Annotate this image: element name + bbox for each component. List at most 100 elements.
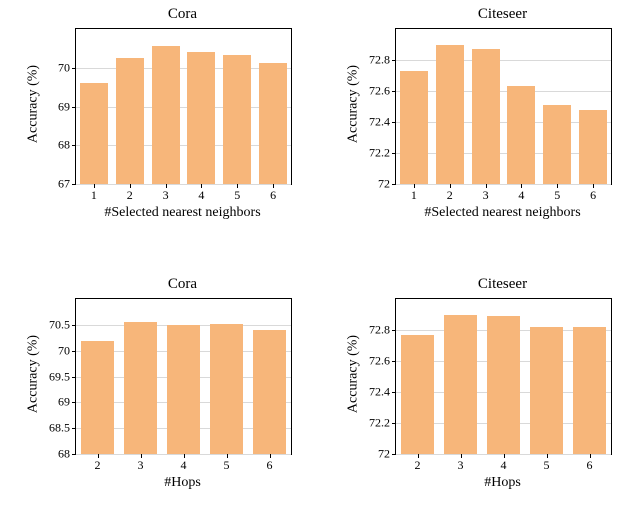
panel-citeseer-nn: 7272.272.472.672.8123456CiteseerAccuracy…	[395, 28, 610, 183]
ytick-label: 68.5	[49, 421, 70, 436]
xtick-label: 4	[198, 188, 204, 203]
ytick-mark	[392, 184, 396, 185]
y-axis-label: Accuracy (%)	[25, 26, 41, 181]
ytick-mark	[72, 377, 76, 378]
xtick-label: 3	[458, 458, 464, 473]
ytick-label: 69.5	[49, 369, 70, 384]
ytick-mark	[72, 184, 76, 185]
ytick-mark	[72, 68, 76, 69]
gridline	[396, 91, 611, 92]
panel-title: Citeseer	[395, 276, 610, 293]
xtick-label: 4	[518, 188, 524, 203]
xtick-label: 3	[138, 458, 144, 473]
panel-cora-hops: 6868.56969.57070.523456CoraAccuracy (%)#…	[75, 298, 290, 453]
xtick-label: 6	[267, 458, 273, 473]
ytick-label: 70	[58, 60, 70, 75]
ytick-mark	[72, 325, 76, 326]
xtick-label: 6	[270, 188, 276, 203]
ytick-label: 67	[58, 177, 70, 192]
panel-title: Citeseer	[395, 6, 610, 23]
ytick-label: 72.6	[369, 84, 390, 99]
bar	[167, 325, 201, 454]
x-axis-label: #Selected nearest neighbors	[75, 205, 290, 221]
ytick-mark	[72, 402, 76, 403]
bar	[400, 71, 428, 184]
ytick-label: 72.8	[369, 53, 390, 68]
bar	[259, 63, 287, 184]
xtick-label: 2	[447, 188, 453, 203]
bar	[152, 46, 180, 184]
ytick-mark	[72, 107, 76, 108]
bar	[444, 315, 478, 455]
ytick-label: 72.4	[369, 385, 390, 400]
xtick-label: 2	[95, 458, 101, 473]
xtick-label: 3	[163, 188, 169, 203]
xtick-label: 2	[127, 188, 133, 203]
xtick-label: 6	[587, 458, 593, 473]
figure-root: 67686970123456CoraAccuracy (%)#Selected …	[0, 0, 640, 512]
bar	[487, 316, 521, 454]
bar	[187, 52, 215, 184]
ytick-label: 68	[58, 138, 70, 153]
ytick-mark	[72, 145, 76, 146]
ytick-label: 69	[58, 395, 70, 410]
plot-area: 7272.272.472.672.8123456	[395, 28, 612, 185]
plot-area: 67686970123456	[75, 28, 292, 185]
panel-citeseer-hops: 7272.272.472.672.823456CiteseerAccuracy …	[395, 298, 610, 453]
gridline	[396, 60, 611, 61]
bar	[472, 49, 500, 184]
plot-area: 6868.56969.57070.523456	[75, 298, 292, 455]
y-axis-label: Accuracy (%)	[25, 296, 41, 451]
ytick-mark	[392, 392, 396, 393]
bar	[124, 322, 158, 454]
bar	[507, 86, 535, 184]
xtick-label: 1	[411, 188, 417, 203]
ytick-label: 68	[58, 447, 70, 462]
xtick-label: 5	[234, 188, 240, 203]
y-axis-label: Accuracy (%)	[345, 26, 361, 181]
bar	[543, 105, 571, 184]
bar	[253, 330, 287, 454]
panel-title: Cora	[75, 6, 290, 23]
ytick-mark	[392, 454, 396, 455]
ytick-mark	[72, 428, 76, 429]
xtick-label: 5	[554, 188, 560, 203]
ytick-mark	[72, 351, 76, 352]
ytick-label: 72	[378, 177, 390, 192]
gridline	[396, 184, 611, 185]
ytick-label: 72.6	[369, 354, 390, 369]
xtick-label: 2	[415, 458, 421, 473]
ytick-mark	[72, 454, 76, 455]
ytick-mark	[392, 60, 396, 61]
x-axis-label: #Hops	[75, 475, 290, 491]
xtick-label: 5	[224, 458, 230, 473]
bar	[81, 341, 115, 454]
plot-area: 7272.272.472.672.823456	[395, 298, 612, 455]
ytick-mark	[392, 423, 396, 424]
ytick-label: 72	[378, 447, 390, 462]
bar	[579, 110, 607, 184]
ytick-label: 72.4	[369, 115, 390, 130]
xtick-label: 4	[501, 458, 507, 473]
x-axis-label: #Hops	[395, 475, 610, 491]
ytick-label: 72.8	[369, 323, 390, 338]
xtick-label: 6	[590, 188, 596, 203]
ytick-label: 72.2	[369, 416, 390, 431]
ytick-label: 72.2	[369, 146, 390, 161]
ytick-mark	[392, 330, 396, 331]
x-axis-label: #Selected nearest neighbors	[395, 205, 610, 221]
y-axis-label: Accuracy (%)	[345, 296, 361, 451]
bar	[436, 45, 464, 185]
ytick-label: 70.5	[49, 317, 70, 332]
xtick-label: 4	[181, 458, 187, 473]
bar	[530, 327, 564, 454]
ytick-mark	[392, 91, 396, 92]
bar	[210, 324, 244, 454]
xtick-label: 1	[91, 188, 97, 203]
bar	[116, 58, 144, 184]
bar	[223, 55, 251, 184]
ytick-mark	[392, 122, 396, 123]
gridline	[76, 184, 291, 185]
bar	[573, 327, 607, 454]
ytick-label: 69	[58, 99, 70, 114]
